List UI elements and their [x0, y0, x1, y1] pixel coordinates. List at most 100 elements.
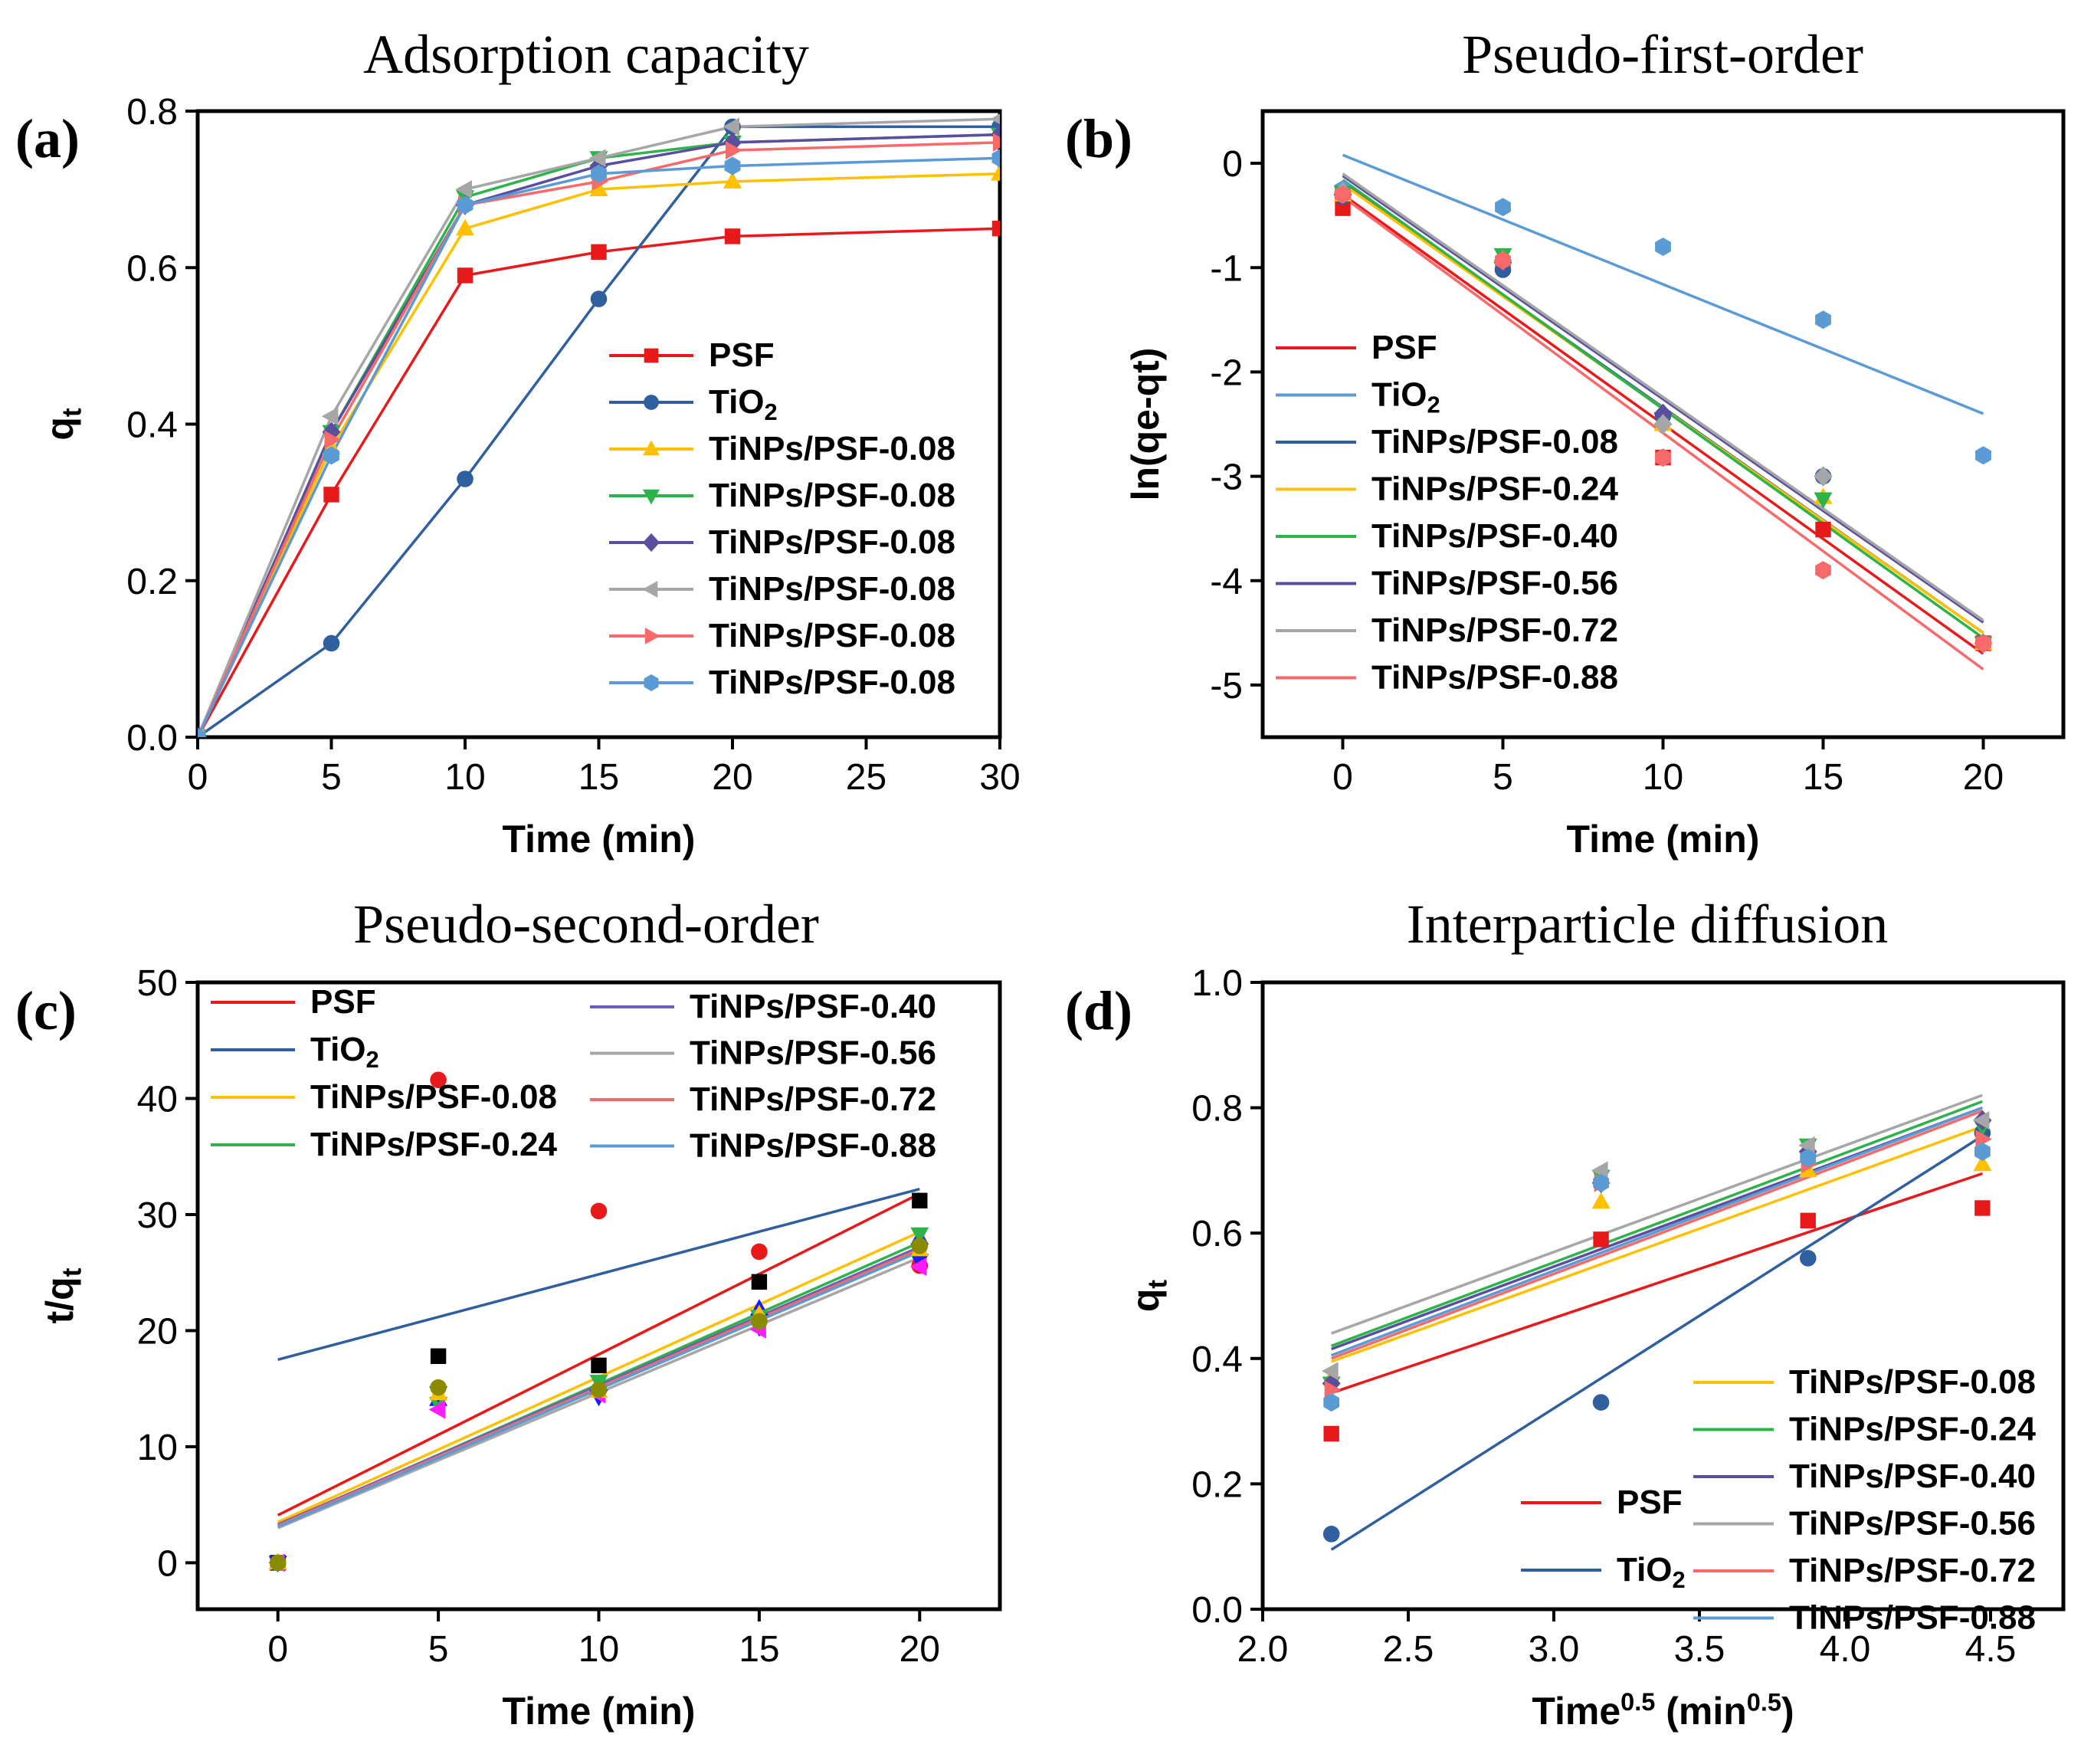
legend-entry: TiNPs/PSF-0.40: [590, 988, 936, 1025]
legend-entry: TiNPs/PSF-0.08: [609, 617, 955, 654]
panel-d: Interparticle diffusion (d) 2.0 2.5 3.0 3.5 4.…: [1065, 893, 2066, 1733]
plot-area: [1333, 153, 1993, 671]
data-point: [591, 244, 607, 261]
series-2: [1330, 1134, 1984, 1551]
legend-entry: TiO2: [211, 1031, 379, 1073]
legend-marker: [643, 533, 660, 552]
legend-label: TiNPs/PSF-0.56: [1371, 565, 1618, 602]
series-points-8: [269, 1238, 929, 1572]
legend-marker: [644, 395, 659, 410]
x-tick-label: 4.5: [1965, 1629, 2017, 1670]
legend: PSF TiO2 TiNPs/PSF-0.08 TiNPs/PSF-0.08 TiNPs…: [609, 336, 955, 701]
data-point: [990, 113, 1000, 125]
fit-line: [1331, 1172, 1983, 1395]
data-point: [1324, 1380, 1342, 1399]
legend-marker: [644, 674, 659, 691]
data-point: [591, 1357, 607, 1374]
legend-label: PSF: [310, 983, 376, 1021]
data-point: [1655, 448, 1671, 467]
legend-label: TiNPs/PSF-0.88: [1789, 1599, 2036, 1637]
legend-entry: TiNPs/PSF-0.56: [590, 1034, 936, 1072]
x-tick-label: 0: [188, 757, 208, 798]
legend-label: TiNPs/PSF-0.08: [709, 430, 955, 467]
data-point: [1592, 1394, 1610, 1411]
legend-entry: PSF: [1521, 1484, 1683, 1521]
data-point: [724, 156, 741, 175]
x-tick-label: 5: [428, 1629, 449, 1670]
series-points-8: [198, 149, 1000, 737]
data-point: [991, 149, 1000, 168]
panel-c: Pseudo-second-order (c) 0 5 10 15 20 0 10 20 30 40 5…: [15, 893, 1002, 1733]
data-point: [1495, 198, 1511, 217]
data-point: [1975, 634, 1991, 653]
data-point: [323, 446, 339, 465]
x-tick-label: 15: [578, 757, 619, 798]
series-points-5: [268, 1254, 929, 1572]
data-point: [911, 1238, 929, 1254]
y-tick-label: 0.8: [126, 92, 178, 133]
y-tick-label: 0.0: [1191, 1590, 1243, 1631]
legend: PSF TiO2 TiNPs/PSF-0.08 TiNPs/PSF-0.24 TiNPs…: [211, 983, 936, 1165]
legend-entry: TiNPs/PSF-0.40: [1276, 517, 1618, 555]
chart-title: Pseudo-second-order: [353, 893, 819, 955]
series-4: [1331, 1100, 1983, 1348]
series-points-1: [270, 1192, 928, 1571]
legend-label: TiNPs/PSF-0.08: [709, 617, 955, 654]
x-tick-label: 2.5: [1383, 1629, 1434, 1670]
y-tick-label: 0.0: [126, 718, 178, 759]
data-point: [1495, 251, 1511, 270]
legend-label: PSF: [1371, 329, 1437, 366]
series-1: [1331, 1172, 1983, 1395]
data-point: [1975, 446, 1991, 465]
series-3: [198, 172, 1000, 737]
data-point: [198, 728, 206, 737]
panel-label: (d): [1065, 980, 1132, 1041]
legend-label: TiNPs/PSF-0.24: [1789, 1411, 2037, 1448]
y-tick-label: 1.0: [1191, 963, 1243, 1004]
series-6: [1342, 174, 1984, 624]
data-point: [1815, 561, 1831, 580]
plot-frame: [1260, 980, 2066, 1612]
legend-label: TiO2: [1371, 376, 1440, 418]
y-tick-label: 0.6: [126, 248, 178, 289]
data-point: [430, 1348, 447, 1364]
data-point: [1800, 1149, 1817, 1167]
data-point: [909, 1257, 927, 1277]
legend-label: TiNPs/PSF-0.72: [1789, 1552, 2036, 1589]
data-point: [1323, 1393, 1340, 1412]
legend-label: PSF: [709, 336, 775, 374]
data-point: [590, 1202, 608, 1220]
y-tick-label: 0: [1222, 144, 1243, 185]
legend: PSF TiO2 TiNPs/PSF-0.08 TiNPs/PSF-0.24 TiNPs…: [1521, 1363, 2037, 1637]
data-point: [1799, 1250, 1817, 1267]
data-point: [993, 133, 1000, 152]
legend-label: TiNPs/PSF-0.08: [709, 570, 955, 608]
data-point: [590, 1381, 608, 1398]
legend-label: TiNPs/PSF-0.08: [709, 664, 955, 701]
y-tick-label: -4: [1210, 562, 1243, 602]
legend-label: TiNPs/PSF-0.08: [709, 523, 955, 561]
chart-title: Interparticle diffusion: [1407, 893, 1888, 955]
y-tick-label: 30: [137, 1195, 178, 1236]
chart-title: Pseudo-first-order: [1462, 24, 1863, 85]
legend-label: TiNPs/PSF-0.88: [690, 1127, 936, 1165]
data-point: [751, 1274, 768, 1290]
legend-entry: TiNPs/PSF-0.40: [1693, 1457, 2036, 1495]
x-tick-label: 10: [444, 757, 485, 798]
series-3: [1331, 1125, 1983, 1363]
series-points-8: [1335, 185, 1991, 653]
series-8: [1331, 1106, 1983, 1357]
legend-label: TiNPs/PSF-0.40: [690, 988, 936, 1025]
data-point: [910, 1227, 929, 1244]
y-tick-label: 0.4: [126, 405, 178, 446]
series-points-3: [1322, 1154, 1992, 1385]
x-tick-label: 25: [846, 757, 886, 798]
series-5: [198, 133, 1000, 737]
y-tick-label: 10: [137, 1428, 178, 1468]
legend-entry: TiNPs/PSF-0.88: [1693, 1599, 2036, 1637]
legend-label: PSF: [1617, 1484, 1683, 1521]
data-point: [751, 1313, 768, 1330]
data-point: [430, 1379, 447, 1396]
y-tick-label: -2: [1210, 352, 1243, 393]
legend-entry: TiNPs/PSF-0.08: [609, 664, 955, 701]
